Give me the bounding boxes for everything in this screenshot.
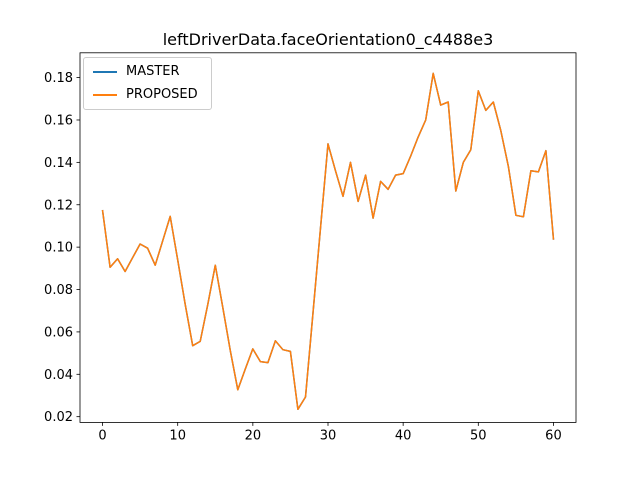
y-tick-label: 0.02	[44, 410, 73, 425]
legend-item-master: MASTER	[93, 64, 198, 80]
x-tick-label: 20	[245, 428, 262, 443]
proposed-line-swatch	[93, 94, 117, 96]
x-tick-label: 50	[470, 428, 487, 443]
x-tick-label: 10	[169, 428, 186, 443]
y-tick-label: 0.08	[44, 283, 73, 298]
x-tick-label: 0	[98, 428, 106, 443]
y-tick-label: 0.04	[44, 368, 73, 383]
y-tick-label: 0.06	[44, 325, 73, 340]
y-tick-label: 0.14	[44, 156, 73, 171]
chart-title: leftDriverData.faceOrientation0_c4488e3	[162, 30, 494, 49]
x-tick-label: 60	[545, 428, 562, 443]
series-line-proposed	[101, 72, 555, 411]
master-legend-label: MASTER	[126, 64, 180, 79]
proposed-legend-label: PROPOSED	[126, 87, 198, 102]
series-line-master	[101, 72, 555, 411]
legend-item-proposed: PROPOSED	[93, 87, 198, 103]
master-line-swatch	[93, 71, 117, 73]
x-tick-label: 40	[395, 428, 412, 443]
y-tick-label: 0.16	[44, 113, 73, 128]
y-tick-label: 0.10	[44, 241, 73, 256]
legend: MASTER PROPOSED	[83, 57, 212, 110]
y-tick-label: 0.12	[44, 198, 73, 213]
x-tick-label: 30	[320, 428, 337, 443]
y-tick-label: 0.18	[44, 71, 73, 86]
